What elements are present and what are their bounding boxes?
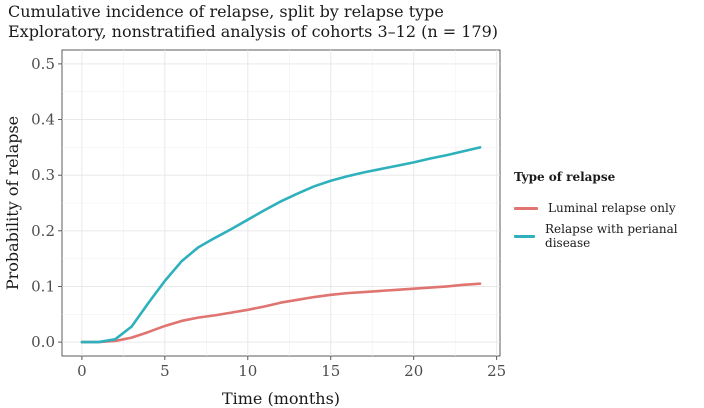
- y-axis: 0.0 0.1 0.2 0.3 0.4 0.5: [31, 55, 62, 351]
- legend-title: Type of relapse: [514, 170, 616, 184]
- legend-key-perianal: [514, 234, 536, 238]
- legend-item-luminal: Luminal relapse only: [514, 194, 704, 222]
- y-tick-label: 0.5: [31, 55, 55, 73]
- x-axis-title: Time (months): [222, 389, 340, 408]
- y-tick-label: 0.1: [31, 277, 55, 295]
- x-tick-label: 10: [238, 362, 257, 380]
- x-tick-label: 20: [404, 362, 423, 380]
- x-tick-label: 5: [160, 362, 170, 380]
- y-tick-label: 0.2: [31, 222, 55, 240]
- y-axis-title: Probability of relapse: [3, 116, 22, 290]
- x-tick-label: 0: [77, 362, 87, 380]
- series-line-luminal: [80, 282, 482, 344]
- legend-label-luminal: Luminal relapse only: [548, 201, 676, 215]
- legend-key-luminal: [514, 206, 538, 210]
- chart-title: Cumulative incidence of relapse, split b…: [8, 2, 444, 21]
- legend-label-perianal: Relapse with perianal disease: [545, 222, 678, 250]
- legend: Type of relapse Luminal relapse only Rel…: [514, 170, 704, 250]
- series-line-perianal: [80, 146, 482, 344]
- major-gridlines: [62, 50, 500, 356]
- x-tick-label: 25: [487, 362, 506, 380]
- series-layer: [80, 146, 482, 344]
- minor-gridlines: [62, 50, 500, 356]
- y-tick-label: 0.4: [31, 111, 55, 129]
- x-tick-label: 15: [321, 362, 340, 380]
- y-tick-label: 0.3: [31, 166, 55, 184]
- y-tick-label: 0.0: [31, 333, 55, 351]
- x-axis: 0 5 10 15 20 25: [77, 356, 506, 380]
- chart-subtitle: Exploratory, nonstratified analysis of c…: [8, 22, 499, 41]
- legend-item-perianal: Relapse with perianal disease: [514, 222, 704, 250]
